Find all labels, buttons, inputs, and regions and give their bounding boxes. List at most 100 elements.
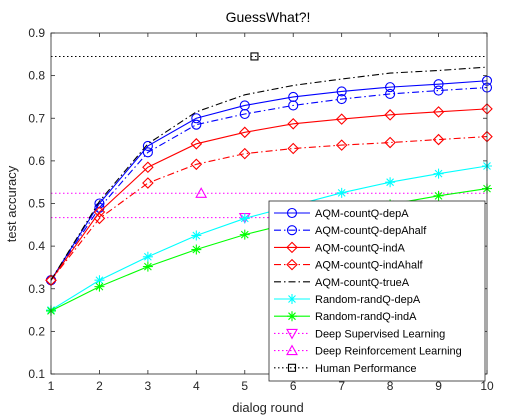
series-5-point-6	[336, 187, 347, 198]
series-5-point-3-shape	[191, 230, 202, 241]
y-tick-label-4: 0.5	[28, 197, 45, 211]
x-tick-label-1: 2	[96, 379, 103, 393]
series-6-point-1-shape	[94, 281, 105, 292]
series-3-point-4	[238, 147, 251, 160]
legend-label-0: AQM-countQ-depA	[315, 208, 409, 220]
legend-label-3: AQM-countQ-indAhalf	[315, 260, 424, 272]
legend-marker-8	[286, 344, 298, 356]
series-1-point-6	[336, 94, 347, 105]
x-tick-label-7: 8	[387, 379, 394, 393]
series-2-point-4	[238, 126, 251, 139]
series-6-point-8	[433, 190, 444, 201]
x-tick-label-4: 5	[241, 379, 248, 393]
series-0-point-2	[142, 140, 153, 152]
x-tick-label-9: 10	[480, 379, 494, 393]
series-3-point-1	[93, 212, 106, 225]
series-3-point-8	[432, 133, 445, 146]
series-1-point-5	[288, 100, 299, 111]
series-0-point-6	[336, 86, 347, 97]
legend-marker-0	[286, 207, 298, 219]
series-6-point-8-shape	[433, 190, 444, 201]
series-2-point-8	[432, 106, 445, 118]
series-1-point-4	[239, 108, 250, 120]
series-2-point-6	[335, 113, 348, 125]
legend-label-9: Human Performance	[315, 363, 417, 375]
series-5-point-2-shape	[142, 251, 153, 262]
series-line-1	[50, 87, 488, 281]
series-2-point-2	[142, 161, 154, 174]
series-5-point-1-shape	[94, 275, 105, 286]
series-5-point-1	[94, 275, 105, 286]
series-2-point-5	[287, 118, 300, 130]
legend-marker-5-shape	[287, 294, 297, 304]
legend-label-1: AQM-countQ-depAhalf	[315, 225, 427, 237]
series-6-point-3-shape	[191, 244, 202, 255]
legend-label-6: Random-randQ-indA	[315, 311, 417, 323]
legend-marker-7	[286, 328, 298, 340]
series-line-3	[50, 136, 488, 281]
series-5-point-2	[142, 251, 153, 262]
series-6-point-3	[191, 244, 202, 255]
legend-marker-3	[286, 258, 298, 271]
series-line-0	[50, 80, 488, 281]
series-6-point-1	[94, 281, 105, 292]
y-tick-label-8: 0.9	[28, 26, 45, 40]
y-tick-label-2: 0.3	[28, 282, 45, 296]
series-0-point-8	[433, 79, 444, 90]
legend-marker-1	[286, 225, 298, 236]
x-tick-label-6: 7	[338, 379, 345, 393]
x-axis-label: dialog round	[232, 400, 304, 415]
legend: AQM-countQ-depA AQM-countQ-depAhalf AQM-co…	[268, 200, 486, 382]
series-6-point-4-shape	[239, 229, 250, 240]
y-tick-label-1: 0.2	[28, 324, 45, 338]
series-5-point-3	[191, 230, 202, 241]
legend-label-2: AQM-countQ-indA	[315, 242, 406, 254]
series-3-point-2	[142, 177, 154, 189]
series-3-point-6	[335, 139, 348, 151]
series-5-point-4	[239, 213, 250, 224]
x-tick-label-8: 9	[435, 379, 442, 393]
reference-marker-2	[250, 52, 259, 61]
series-0-point-7	[385, 82, 396, 93]
x-tick-label-0: 1	[48, 379, 55, 393]
series-line-2	[50, 108, 488, 281]
legend-label-5: Random-randQ-depA	[315, 294, 421, 306]
x-tick-label-5: 6	[290, 379, 297, 393]
legend-box	[268, 200, 486, 382]
series-5-point-7-shape	[385, 177, 396, 188]
series-1-point-3	[191, 119, 202, 130]
series-5-point-8	[433, 168, 444, 179]
series-3-point-3	[190, 158, 203, 171]
series-3-point-7	[384, 136, 396, 149]
series-0-point-3	[191, 113, 202, 124]
series-6-point-2	[142, 261, 153, 272]
x-tick-label-2: 3	[145, 379, 152, 393]
y-tick-label-5: 0.6	[28, 154, 45, 168]
legend-label-7: Deep Supervised Learning	[315, 328, 445, 340]
y-axis-label: test accuracy	[4, 165, 19, 242]
x-tick-label-3: 4	[193, 379, 200, 393]
legend-label-4: AQM-countQ-trueA	[315, 277, 410, 289]
series-3-point-5	[287, 142, 300, 155]
legend-marker-6	[287, 311, 297, 322]
legend-marker-6-shape	[287, 311, 297, 322]
series-6-point-4	[239, 229, 250, 240]
series-6-point-2-shape	[142, 261, 153, 272]
series-1-point-8	[433, 85, 444, 96]
series-2-point-1	[93, 206, 106, 218]
legend-marker-2	[286, 241, 298, 254]
legend-marker-9	[287, 363, 297, 372]
series-5-point-7	[385, 177, 396, 188]
chart-title: GuessWhat?!	[226, 9, 311, 25]
legend-marker-5	[287, 294, 297, 304]
reference-marker-1	[195, 187, 208, 198]
y-tick-label-0: 0.1	[28, 367, 45, 381]
y-tick-label-6: 0.7	[28, 111, 45, 125]
y-tick-label-3: 0.4	[28, 239, 45, 253]
series-1-point-2	[142, 147, 153, 158]
y-tick-label-7: 0.8	[28, 69, 45, 83]
series-5-point-6-shape	[336, 187, 347, 198]
series-1-point-7	[385, 88, 396, 100]
